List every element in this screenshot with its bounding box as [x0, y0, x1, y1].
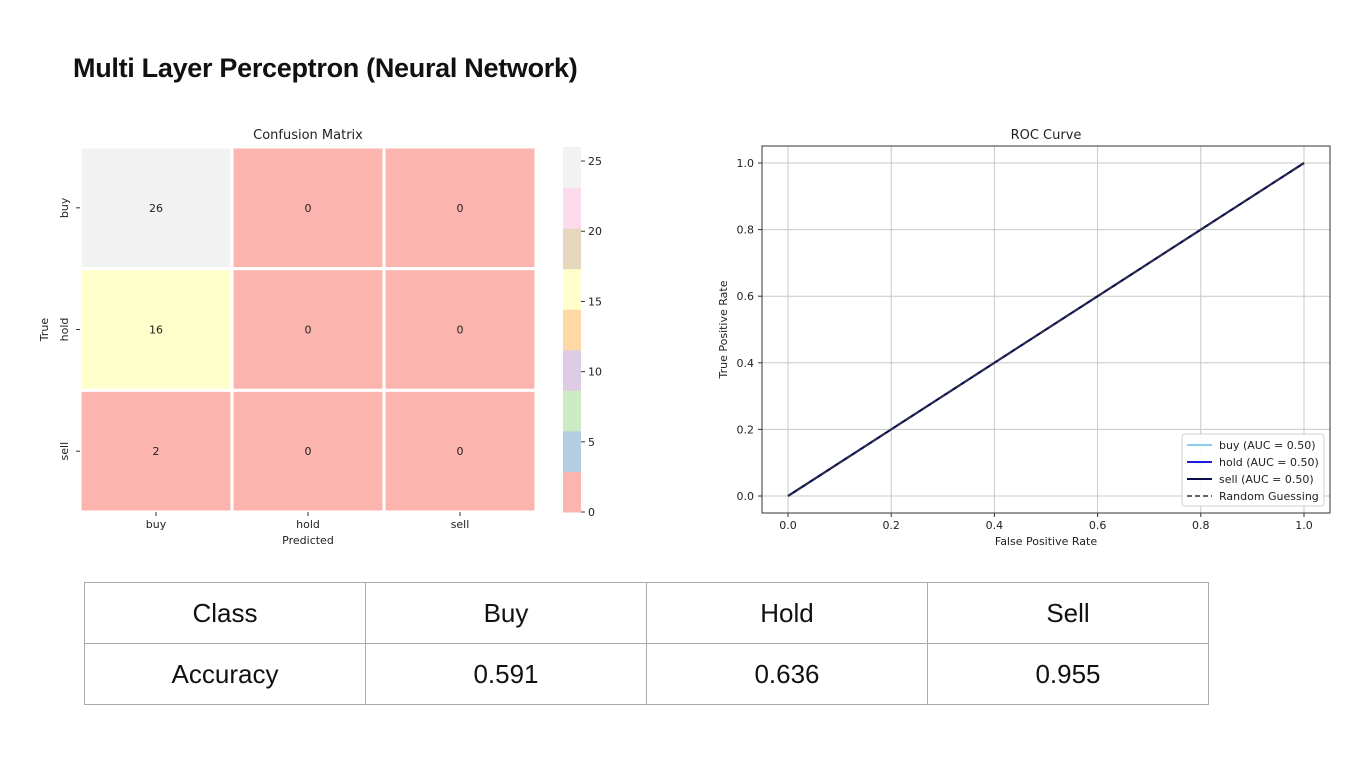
x-tick-label: 0.0 — [779, 519, 797, 532]
table-cell: 0.636 — [646, 643, 928, 705]
colorbar-segment — [563, 268, 581, 310]
heatmap-cell — [230, 388, 386, 514]
table-cell: 0.955 — [927, 643, 1209, 705]
cell-value-label: 0 — [457, 324, 464, 337]
plot-frame — [761, 145, 1331, 514]
colorbar-segment — [563, 471, 581, 513]
heatmap-cell — [230, 145, 386, 271]
series-line — [787, 162, 1305, 497]
cell-value-label: 0 — [305, 324, 312, 337]
colorbar-segment — [563, 228, 581, 270]
colorbar-tick-label: 0 — [588, 506, 595, 519]
x-tick-label: 0.4 — [986, 519, 1004, 532]
table-header-cell: Hold — [646, 582, 928, 644]
cell-value-label: 0 — [305, 202, 312, 215]
y-tick-label: 0.2 — [737, 423, 755, 436]
x-axis-label: Predicted — [282, 534, 334, 547]
x-tick-label: 0.2 — [882, 519, 900, 532]
x-tick-label: 0.6 — [1089, 519, 1107, 532]
colorbar-tick-label: 10 — [588, 366, 602, 379]
cell-value-label: 0 — [305, 445, 312, 458]
y-tick-label: 0.0 — [737, 490, 755, 503]
colorbar-segment — [563, 390, 581, 432]
y-tick-label: 0.4 — [737, 357, 755, 370]
chart-title: Confusion Matrix — [253, 128, 363, 143]
legend-label: sell (AUC = 0.50) — [1219, 473, 1314, 486]
colorbar-tick-label: 5 — [588, 436, 595, 449]
colorbar-segment — [563, 430, 581, 472]
legend-label: buy (AUC = 0.50) — [1219, 439, 1316, 452]
table-header-cell: Buy — [365, 582, 647, 644]
colorbar-tick-label: 25 — [588, 155, 602, 168]
legend-box — [1181, 433, 1325, 507]
table-header-cell: Sell — [927, 582, 1209, 644]
table-cell: 0.591 — [365, 643, 647, 705]
legend-label: hold (AUC = 0.50) — [1219, 456, 1319, 469]
slide-title: Multi Layer Perceptron (Neural Network) — [73, 53, 578, 83]
colorbar-tick-label: 15 — [588, 295, 602, 308]
heatmap-cell — [382, 267, 538, 392]
y-tick-label: sell — [58, 442, 71, 461]
y-tick-label: buy — [58, 197, 71, 218]
roc-curve-chart: ROC Curve 0.0 0.2 0.4 0.6 0.8 1.0 0.0 0.2 0.4 0.6 0… — [717, 128, 1331, 548]
cell-value-label: 26 — [149, 202, 163, 215]
x-tick-label: 0.8 — [1192, 519, 1210, 532]
y-tick-label: 0.6 — [737, 290, 755, 303]
y-axis-label: True — [38, 318, 51, 343]
table-cell: Accuracy — [84, 643, 366, 705]
colorbar-segment — [563, 349, 581, 391]
colorbar-segment — [563, 309, 581, 351]
y-tick-label: 0.8 — [737, 224, 755, 237]
colorbar-segment — [563, 187, 581, 229]
heatmap-cell — [78, 145, 234, 271]
cell-value-label: 2 — [153, 445, 160, 458]
x-tick-label: buy — [146, 518, 167, 531]
y-tick-label: 1.0 — [737, 157, 755, 170]
table-header-cell: Class — [84, 582, 366, 644]
legend-label: Random Guessing — [1219, 490, 1319, 503]
colorbar-segment — [563, 147, 581, 189]
y-axis-label: True Positive Rate — [717, 280, 730, 379]
cell-value-label: 0 — [457, 202, 464, 215]
cell-value-label: 16 — [149, 324, 163, 337]
cell-value-label: 0 — [457, 445, 464, 458]
x-tick-label: sell — [451, 518, 470, 531]
colorbar-tick-label: 20 — [588, 225, 602, 238]
table-header-row: Class Buy Hold Sell — [84, 582, 1209, 644]
heatmap-cell — [382, 388, 538, 514]
chart-title: ROC Curve — [1011, 128, 1082, 143]
accuracy-table: Class Buy Hold Sell Accuracy 0.591 0.636… — [84, 582, 1209, 705]
x-tick-label: 1.0 — [1295, 519, 1313, 532]
x-axis-label: False Positive Rate — [995, 535, 1097, 548]
y-tick-label: hold — [58, 318, 71, 342]
x-tick-label: hold — [296, 518, 320, 531]
heatmap-cell — [382, 145, 538, 271]
table-row: Accuracy 0.591 0.636 0.955 — [84, 643, 1209, 705]
